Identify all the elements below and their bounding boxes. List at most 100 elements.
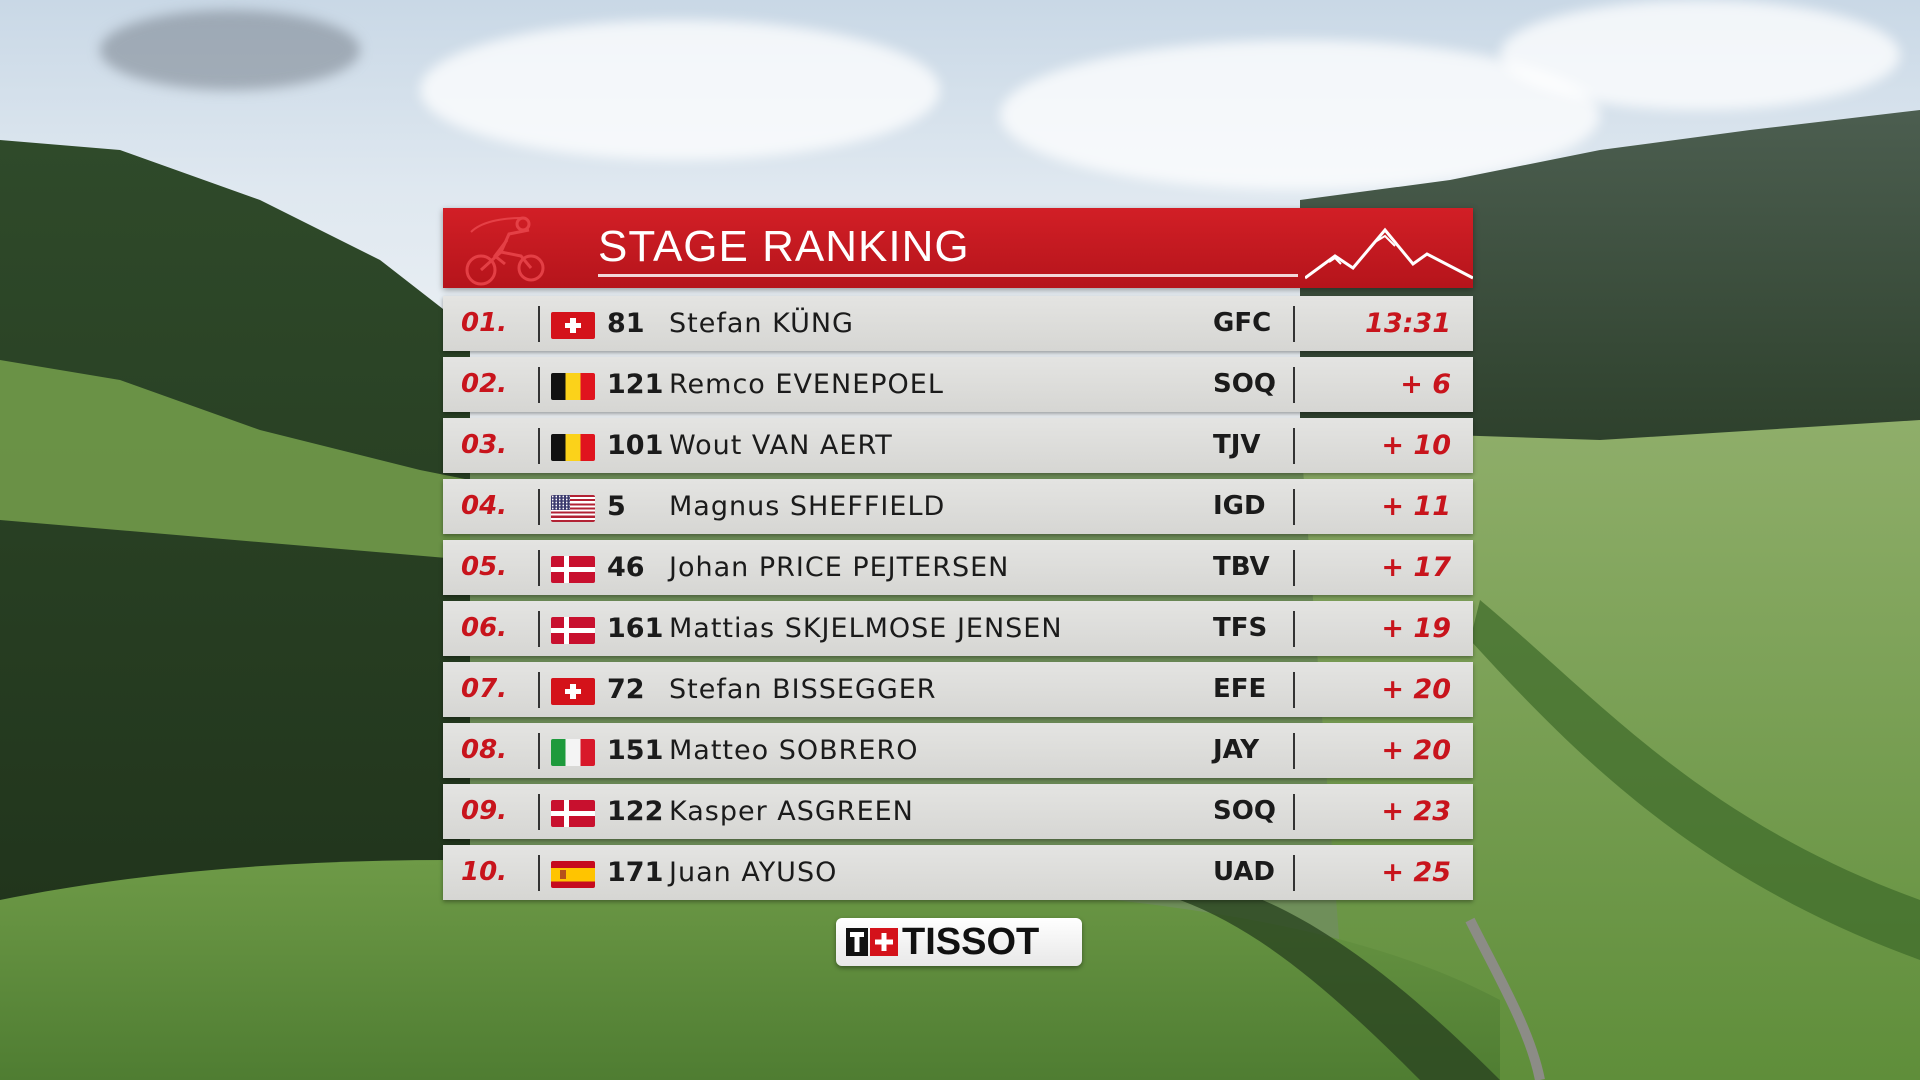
bib-number: 81 bbox=[607, 308, 645, 339]
rank-position: 01. bbox=[461, 308, 508, 338]
column-divider bbox=[538, 550, 540, 586]
rank-position: 07. bbox=[461, 674, 508, 704]
time-gap: + 23 bbox=[1381, 796, 1451, 827]
table-row: 04. 5 Magnus SHEFFIELD IGD + 11 bbox=[443, 479, 1473, 534]
bib-number: 121 bbox=[607, 369, 664, 400]
ranking-header: STAGE RANKING bbox=[443, 208, 1473, 288]
rank-position: 03. bbox=[461, 430, 508, 460]
column-divider bbox=[1293, 794, 1295, 830]
time-gap: + 20 bbox=[1381, 674, 1451, 705]
sponsor-logo: TISSOT bbox=[836, 918, 1082, 966]
rank-position: 06. bbox=[461, 613, 508, 643]
rank-position: 04. bbox=[461, 491, 508, 521]
bib-number: 171 bbox=[607, 857, 664, 888]
ranking-list: 01. 81 Stefan KÜNG GFC 13:31 02. 121 Remco EVEN… bbox=[443, 296, 1473, 900]
column-divider bbox=[1293, 855, 1295, 891]
table-row: 02. 121 Remco EVENEPOEL SOQ + 6 bbox=[443, 357, 1473, 412]
bib-number: 46 bbox=[607, 552, 645, 583]
team-code: IGD bbox=[1213, 491, 1266, 521]
column-divider bbox=[1293, 306, 1295, 342]
column-divider bbox=[538, 855, 540, 891]
rider-name: Magnus SHEFFIELD bbox=[669, 491, 946, 522]
rider-name: Mattias SKJELMOSE JENSEN bbox=[669, 613, 1063, 644]
column-divider bbox=[538, 489, 540, 525]
column-divider bbox=[1293, 550, 1295, 586]
table-row: 08. 151 Matteo SOBRERO JAY + 20 bbox=[443, 723, 1473, 778]
column-divider bbox=[1293, 672, 1295, 708]
column-divider bbox=[538, 428, 540, 464]
time-gap: + 6 bbox=[1400, 369, 1451, 400]
country-flag-icon bbox=[551, 556, 595, 583]
table-row: 01. 81 Stefan KÜNG GFC 13:31 bbox=[443, 296, 1473, 351]
time-gap: + 19 bbox=[1381, 613, 1451, 644]
country-flag-icon bbox=[551, 800, 595, 827]
table-row: 10. 171 Juan AYUSO UAD + 25 bbox=[443, 845, 1473, 900]
country-flag-icon bbox=[551, 861, 595, 888]
column-divider bbox=[538, 367, 540, 403]
time-gap: + 25 bbox=[1381, 857, 1451, 888]
cloud bbox=[100, 10, 360, 90]
rider-name: Remco EVENEPOEL bbox=[669, 369, 944, 400]
rider-name: Kasper ASGREEN bbox=[669, 796, 914, 827]
table-row: 06. 161 Mattias SKJELMOSE JENSEN TFS + 19 bbox=[443, 601, 1473, 656]
column-divider bbox=[1293, 611, 1295, 647]
country-flag-icon bbox=[551, 495, 595, 522]
rider-name: Juan AYUSO bbox=[669, 857, 838, 888]
column-divider bbox=[538, 733, 540, 769]
sponsor-name: TISSOT bbox=[902, 921, 1040, 963]
table-row: 09. 122 Kasper ASGREEN SOQ + 23 bbox=[443, 784, 1473, 839]
team-code: UAD bbox=[1213, 857, 1276, 887]
mountain-icon bbox=[1305, 227, 1473, 280]
team-code: SOQ bbox=[1213, 369, 1276, 399]
rank-position: 09. bbox=[461, 796, 508, 826]
time-gap: + 11 bbox=[1381, 491, 1451, 522]
bib-number: 101 bbox=[607, 430, 664, 461]
rider-name: Matteo SOBRERO bbox=[669, 735, 919, 766]
column-divider bbox=[1293, 733, 1295, 769]
bib-number: 122 bbox=[607, 796, 664, 827]
rank-position: 10. bbox=[461, 857, 508, 887]
rider-name: Stefan KÜNG bbox=[669, 308, 854, 339]
rider-name: Stefan BISSEGGER bbox=[669, 674, 937, 705]
rank-position: 08. bbox=[461, 735, 508, 765]
column-divider bbox=[1293, 428, 1295, 464]
rank-position: 05. bbox=[461, 552, 508, 582]
bib-number: 151 bbox=[607, 735, 664, 766]
country-flag-icon bbox=[551, 678, 595, 705]
bib-number: 72 bbox=[607, 674, 645, 705]
rider-name: Johan PRICE PEJTERSEN bbox=[669, 552, 1010, 583]
country-flag-icon bbox=[551, 434, 595, 461]
bib-number: 5 bbox=[607, 491, 626, 522]
team-code: EFE bbox=[1213, 674, 1267, 704]
team-code: GFC bbox=[1213, 308, 1272, 338]
title-underline bbox=[598, 274, 1298, 277]
country-flag-icon bbox=[551, 739, 595, 766]
rank-position: 02. bbox=[461, 369, 508, 399]
column-divider bbox=[538, 794, 540, 830]
cloud bbox=[1500, 0, 1900, 110]
stage-ranking-panel: STAGE RANKING 01. 81 Stefan KÜNG GFC 13:31 02… bbox=[443, 208, 1473, 906]
column-divider bbox=[1293, 367, 1295, 403]
team-code: TBV bbox=[1213, 552, 1270, 582]
column-divider bbox=[538, 672, 540, 708]
time-gap: 13:31 bbox=[1365, 308, 1451, 339]
table-row: 07. 72 Stefan BISSEGGER EFE + 20 bbox=[443, 662, 1473, 717]
country-flag-icon bbox=[551, 373, 595, 400]
team-code: TJV bbox=[1213, 430, 1261, 460]
rider-name: Wout VAN AERT bbox=[669, 430, 893, 461]
cyclist-icon bbox=[465, 216, 545, 286]
cloud bbox=[1000, 40, 1600, 190]
swiss-cross-logo bbox=[846, 928, 898, 956]
country-flag-icon bbox=[551, 617, 595, 644]
column-divider bbox=[538, 611, 540, 647]
page-title: STAGE RANKING bbox=[598, 222, 970, 271]
country-flag-icon bbox=[551, 312, 595, 339]
cloud bbox=[420, 20, 940, 160]
table-row: 05. 46 Johan PRICE PEJTERSEN TBV + 17 bbox=[443, 540, 1473, 595]
team-code: JAY bbox=[1213, 735, 1260, 765]
team-code: SOQ bbox=[1213, 796, 1276, 826]
time-gap: + 17 bbox=[1381, 552, 1451, 583]
column-divider bbox=[1293, 489, 1295, 525]
time-gap: + 20 bbox=[1381, 735, 1451, 766]
